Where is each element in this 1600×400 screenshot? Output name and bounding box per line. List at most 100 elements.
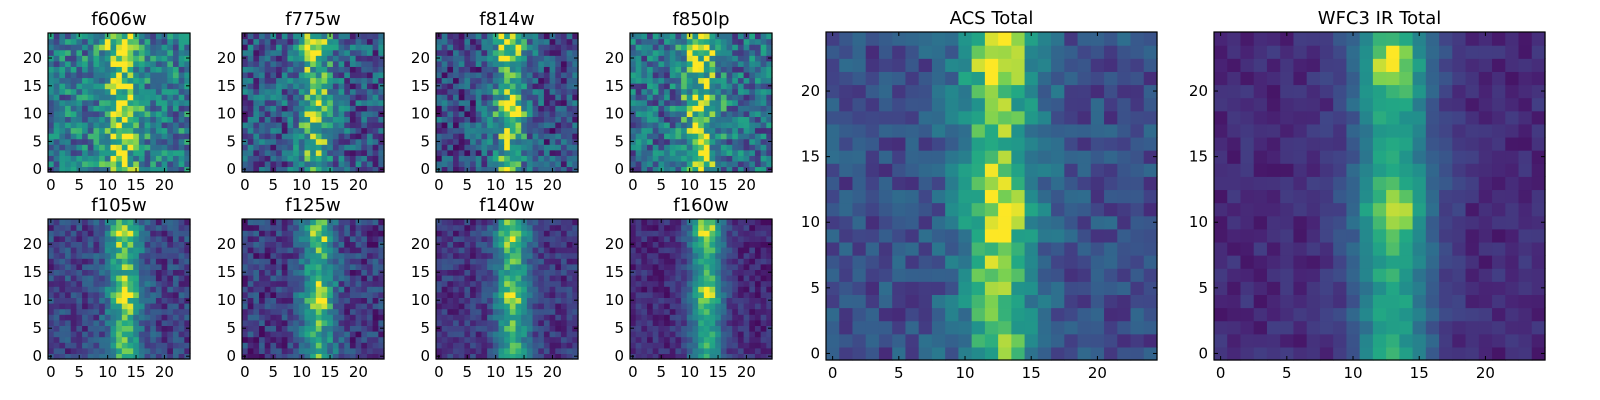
heatmap-cell <box>492 88 500 95</box>
heatmap-cell <box>726 286 733 293</box>
heatmap-cell <box>270 252 277 259</box>
heatmap-cell <box>344 127 351 134</box>
heatmap-cell <box>475 155 483 162</box>
heatmap-cell <box>658 291 665 298</box>
heatmap-cell <box>264 166 271 173</box>
heatmap-cell <box>470 303 477 310</box>
heatmap-cell <box>104 44 112 51</box>
heatmap-cell <box>378 44 385 51</box>
heatmap-cell <box>281 49 289 56</box>
heatmap-cell <box>298 252 306 259</box>
heatmap-cell <box>447 224 454 231</box>
heatmap-cell <box>549 60 556 67</box>
heatmap-cell <box>87 280 95 287</box>
heatmap-cell <box>498 314 505 321</box>
heatmap-cell <box>709 121 716 129</box>
heatmap-cell <box>121 275 129 282</box>
heatmap-cell <box>361 247 368 254</box>
heatmap-cell <box>664 110 671 117</box>
heatmap-cell <box>709 138 716 145</box>
heatmap-cell <box>70 110 77 117</box>
heatmap-cell <box>453 314 460 321</box>
heatmap-cell <box>441 138 448 145</box>
heatmap-cell <box>464 149 471 156</box>
heatmap-cell <box>138 66 146 73</box>
heatmap-cell <box>344 280 351 287</box>
heatmap-cell <box>70 275 77 282</box>
heatmap-cell <box>447 230 454 237</box>
heatmap-cell <box>664 94 671 101</box>
heatmap-cell <box>692 325 699 332</box>
heatmap-cell <box>104 230 112 237</box>
heatmap-cell <box>555 258 562 265</box>
heatmap-cell <box>99 127 106 134</box>
heatmap-cell <box>116 269 123 276</box>
heatmap-cell <box>566 138 573 145</box>
heatmap-cell <box>504 144 511 151</box>
heatmap-cell <box>321 121 328 129</box>
x-tick-label: 20 <box>349 363 368 381</box>
heatmap-cell <box>315 247 323 254</box>
heatmap-cell <box>681 105 688 112</box>
heatmap-cell <box>293 155 300 162</box>
heatmap-cell <box>521 160 528 168</box>
heatmap-cell <box>509 60 517 67</box>
heatmap-cell <box>298 258 306 265</box>
heatmap-cell <box>538 263 545 270</box>
heatmap-cell <box>144 149 151 156</box>
heatmap-cell <box>526 60 534 67</box>
heatmap-cell <box>515 235 522 242</box>
heatmap-cell <box>515 336 522 343</box>
heatmap-cell <box>470 308 477 315</box>
heatmap-cell <box>332 121 340 129</box>
heatmap-cell <box>521 99 528 106</box>
heatmap-cell <box>247 258 254 265</box>
heatmap-cell <box>93 138 100 145</box>
heatmap-cell <box>304 303 311 310</box>
heatmap-cell <box>116 160 123 168</box>
heatmap-cell <box>709 144 716 151</box>
heatmap-cell <box>726 77 733 84</box>
heatmap-cell <box>526 160 534 168</box>
heatmap-cell <box>464 308 471 315</box>
heatmap-cell <box>372 319 379 326</box>
heatmap-cell <box>327 38 334 45</box>
heatmap-cell <box>647 121 654 129</box>
heatmap-cell <box>538 33 545 40</box>
heatmap-cell <box>526 127 534 134</box>
heatmap-cell <box>436 280 443 287</box>
heatmap-cell <box>59 325 66 332</box>
heatmap-cell <box>338 116 345 123</box>
heatmap-cell <box>641 127 648 134</box>
heatmap-cell <box>110 280 117 287</box>
heatmap-cell <box>560 247 568 254</box>
heatmap-cell <box>737 133 745 140</box>
heatmap-cell <box>133 247 140 254</box>
heatmap-cell <box>737 88 745 95</box>
heatmap-cell <box>521 263 528 270</box>
heatmap-cell <box>647 275 654 282</box>
heatmap-cell <box>76 71 83 79</box>
heatmap-cell <box>749 144 756 151</box>
heatmap-cell <box>270 94 277 101</box>
heatmap-cell <box>737 116 745 123</box>
heatmap-cell <box>276 166 283 173</box>
heatmap-cell <box>110 155 117 162</box>
heatmap-cell <box>743 303 750 310</box>
heatmap-cell <box>87 133 95 140</box>
heatmap-cell <box>361 71 368 79</box>
heatmap-cell <box>344 241 351 248</box>
heatmap-cell <box>754 342 762 349</box>
heatmap-cell <box>436 291 443 298</box>
heatmap-cell <box>355 347 362 354</box>
heatmap-cell <box>270 230 277 237</box>
heatmap-cell <box>641 160 648 168</box>
heatmap-cell <box>726 347 733 354</box>
heatmap-cell <box>538 331 545 338</box>
heatmap-cell <box>304 88 311 95</box>
heatmap-cell <box>361 60 368 67</box>
heatmap-cell <box>53 60 60 67</box>
heatmap-cell <box>298 241 306 248</box>
heatmap-cell <box>498 44 505 51</box>
heatmap-cell <box>487 133 494 140</box>
